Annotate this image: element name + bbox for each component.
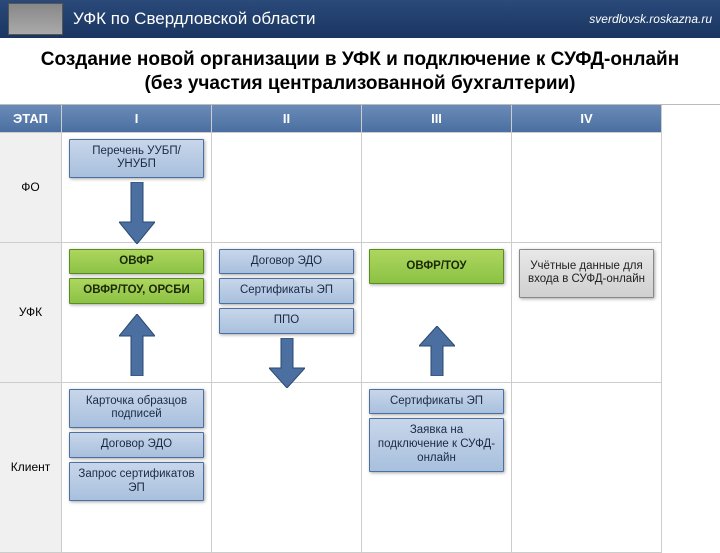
cell-ufk-4: Учётные данные для входа в СУФД-онлайн <box>512 243 662 383</box>
box-zapros: Запрос сертификатов ЭП <box>69 462 203 502</box>
arrow-down-icon <box>119 182 155 244</box>
logo-placeholder <box>8 3 63 35</box>
box-perechen: Перечень УУБП/УНУБП <box>69 139 203 179</box>
cell-client-4 <box>512 383 662 553</box>
box-sert-ep: Сертификаты ЭП <box>219 278 353 304</box>
cell-fo-2 <box>212 133 362 243</box>
box-dogovor-edo2: Договор ЭДО <box>69 432 203 458</box>
box-kartochka: Карточка образцов подписей <box>69 389 203 429</box>
cell-fo-4 <box>512 133 662 243</box>
arrow-up-icon <box>119 314 155 376</box>
row-fo: ФО <box>0 133 62 243</box>
cell-fo-1: Перечень УУБП/УНУБП <box>62 133 212 243</box>
arrow-up-icon <box>419 326 455 376</box>
box-ovfr-tou-orsbi: ОВФР/ТОУ, ОРСБИ <box>69 278 203 304</box>
hdr-c3: III <box>362 105 512 133</box>
row-ufk: УФК <box>0 243 62 383</box>
cell-fo-3 <box>362 133 512 243</box>
box-sert-ep2: Сертификаты ЭП <box>369 389 503 415</box>
box-ovfr-tou: ОВФР/ТОУ <box>369 249 503 285</box>
page-title: Создание новой организации в УФК и подкл… <box>0 38 720 104</box>
hdr-stage: ЭТАП <box>0 105 62 133</box>
cell-ufk-2: Договор ЭДО Сертификаты ЭП ППО <box>212 243 362 383</box>
cell-client-2 <box>212 383 362 553</box>
cell-ufk-1: ОВФР ОВФР/ТОУ, ОРСБИ <box>62 243 212 383</box>
cell-ufk-3: ОВФР/ТОУ <box>362 243 512 383</box>
header-bar: УФК по Свердловской области sverdlovsk.r… <box>0 0 720 38</box>
hdr-c1: I <box>62 105 212 133</box>
row-client: Клиент <box>0 383 62 553</box>
box-ppo: ППО <box>219 308 353 334</box>
process-grid: ЭТАП I II III IV ФО Перечень УУБП/УНУБП … <box>0 104 720 553</box>
box-ovfr: ОВФР <box>69 249 203 275</box>
cell-client-3: Сертификаты ЭП Заявка на подключение к С… <box>362 383 512 553</box>
box-dogovor-edo: Договор ЭДО <box>219 249 353 275</box>
box-zayavka: Заявка на подключение к СУФД-онлайн <box>369 418 503 471</box>
cell-client-1: Карточка образцов подписей Договор ЭДО З… <box>62 383 212 553</box>
arrow-down-icon <box>269 338 305 388</box>
header-org: УФК по Свердловской области <box>73 9 589 29</box>
hdr-c2: II <box>212 105 362 133</box>
box-uchet: Учётные данные для входа в СУФД-онлайн <box>519 249 653 299</box>
header-url: sverdlovsk.roskazna.ru <box>589 12 712 26</box>
hdr-c4: IV <box>512 105 662 133</box>
